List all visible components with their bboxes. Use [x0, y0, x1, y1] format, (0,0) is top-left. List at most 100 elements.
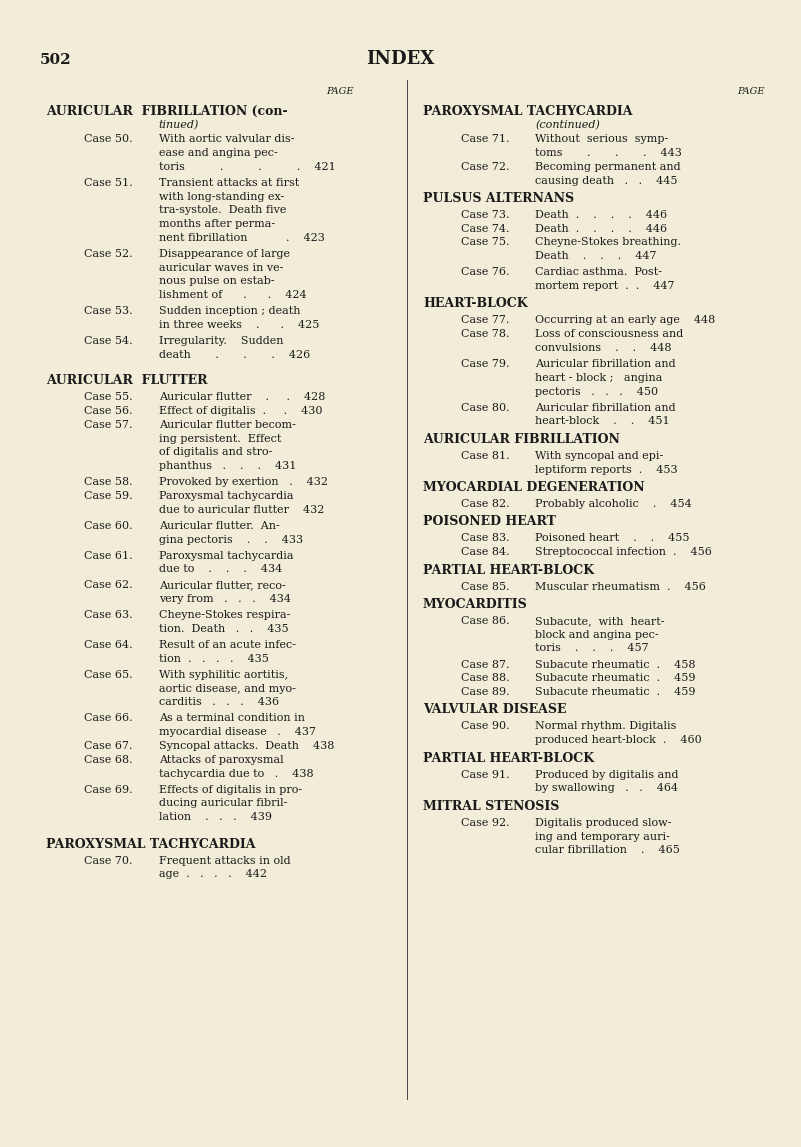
- Text: Streptococcal infection  .    456: Streptococcal infection . 456: [535, 547, 712, 557]
- Text: Case 51.: Case 51.: [84, 178, 133, 188]
- Text: Produced by digitalis and: Produced by digitalis and: [535, 770, 678, 780]
- Text: Irregularity.    Sudden: Irregularity. Sudden: [159, 336, 283, 346]
- Text: Digitalis produced slow-: Digitalis produced slow-: [535, 818, 671, 828]
- Text: Normal rhythm. Digitalis: Normal rhythm. Digitalis: [535, 721, 676, 732]
- Text: toris          .          .          .    421: toris . . . 421: [159, 162, 336, 172]
- Text: AURICULAR  FIBRILLATION (con-: AURICULAR FIBRILLATION (con-: [46, 104, 288, 118]
- Text: convulsions    .    .    448: convulsions . . 448: [535, 343, 671, 353]
- Text: PAGE: PAGE: [327, 87, 354, 96]
- Text: very from   .   .   .    434: very from . . . 434: [159, 594, 291, 604]
- Text: ing persistent.  Effect: ing persistent. Effect: [159, 434, 281, 444]
- Text: Case 69.: Case 69.: [84, 785, 133, 795]
- Text: Case 83.: Case 83.: [461, 533, 510, 544]
- Text: mortem report  .  .    447: mortem report . . 447: [535, 281, 674, 291]
- Text: Case 56.: Case 56.: [84, 406, 133, 416]
- Text: gina pectoris    .    .    433: gina pectoris . . 433: [159, 535, 303, 545]
- Text: Case 85.: Case 85.: [461, 582, 510, 592]
- Text: Case 71.: Case 71.: [461, 134, 510, 145]
- Text: PARTIAL HEART-BLOCK: PARTIAL HEART-BLOCK: [423, 751, 594, 765]
- Text: With aortic valvular dis-: With aortic valvular dis-: [159, 134, 294, 145]
- Text: toris    .    .    .    457: toris . . . 457: [535, 643, 649, 654]
- Text: PAGE: PAGE: [738, 87, 765, 96]
- Text: lation    .   .   .    439: lation . . . 439: [159, 812, 272, 822]
- Text: Case 52.: Case 52.: [84, 249, 133, 259]
- Text: produced heart-block  .    460: produced heart-block . 460: [535, 735, 702, 746]
- Text: Case 84.: Case 84.: [461, 547, 510, 557]
- Text: 502: 502: [40, 53, 71, 68]
- Text: block and angina pec-: block and angina pec-: [535, 630, 658, 640]
- Text: Case 59.: Case 59.: [84, 491, 133, 501]
- Text: Death  .    .    .    .    446: Death . . . . 446: [535, 224, 667, 234]
- Text: VALVULAR DISEASE: VALVULAR DISEASE: [423, 703, 566, 717]
- Text: Case 68.: Case 68.: [84, 755, 133, 765]
- Text: by swallowing   .   .    464: by swallowing . . 464: [535, 783, 678, 794]
- Text: Auricular flutter.  An-: Auricular flutter. An-: [159, 521, 280, 531]
- Text: Case 66.: Case 66.: [84, 713, 133, 724]
- Text: Case 57.: Case 57.: [84, 420, 133, 430]
- Text: tra-systole.  Death five: tra-systole. Death five: [159, 205, 286, 216]
- Text: With syncopal and epi-: With syncopal and epi-: [535, 451, 663, 461]
- Text: Probably alcoholic    .    454: Probably alcoholic . 454: [535, 499, 692, 509]
- Text: Disappearance of large: Disappearance of large: [159, 249, 290, 259]
- Text: with long-standing ex-: with long-standing ex-: [159, 192, 284, 202]
- Text: tinued): tinued): [159, 120, 199, 131]
- Text: Transient attacks at first: Transient attacks at first: [159, 178, 299, 188]
- Text: Cheyne-Stokes breathing.: Cheyne-Stokes breathing.: [535, 237, 681, 248]
- Text: due to    .    .    .    434: due to . . . 434: [159, 564, 282, 575]
- Text: Death    .    .    .    447: Death . . . 447: [535, 251, 657, 262]
- Text: Case 60.: Case 60.: [84, 521, 133, 531]
- Text: Loss of consciousness and: Loss of consciousness and: [535, 329, 683, 340]
- Text: Case 77.: Case 77.: [461, 315, 509, 326]
- Text: (continued): (continued): [535, 120, 600, 131]
- Text: due to auricular flutter    432: due to auricular flutter 432: [159, 505, 324, 515]
- Text: PAROXYSMAL TACHYCARDIA: PAROXYSMAL TACHYCARDIA: [46, 837, 256, 851]
- Text: months after perma-: months after perma-: [159, 219, 275, 229]
- Text: nent fibrillation           .    423: nent fibrillation . 423: [159, 233, 324, 243]
- Text: Case 80.: Case 80.: [461, 403, 510, 413]
- Text: myocardial disease   .    437: myocardial disease . 437: [159, 727, 316, 738]
- Text: Auricular flutter    .     .    428: Auricular flutter . . 428: [159, 392, 325, 403]
- Text: Case 50.: Case 50.: [84, 134, 133, 145]
- Text: MITRAL STENOSIS: MITRAL STENOSIS: [423, 799, 559, 813]
- Text: cular fibrillation    .    465: cular fibrillation . 465: [535, 845, 680, 856]
- Text: Poisoned heart    .    .    455: Poisoned heart . . 455: [535, 533, 690, 544]
- Text: carditis   .   .   .    436: carditis . . . 436: [159, 697, 279, 708]
- Text: PARTIAL HEART-BLOCK: PARTIAL HEART-BLOCK: [423, 563, 594, 577]
- Text: Case 54.: Case 54.: [84, 336, 133, 346]
- Text: age  .   .   .   .    442: age . . . . 442: [159, 869, 267, 880]
- Text: Case 92.: Case 92.: [461, 818, 510, 828]
- Text: Case 64.: Case 64.: [84, 640, 133, 650]
- Text: Occurring at an early age    448: Occurring at an early age 448: [535, 315, 715, 326]
- Text: heart - block ;   angina: heart - block ; angina: [535, 373, 662, 383]
- Text: Paroxysmal tachycardia: Paroxysmal tachycardia: [159, 491, 293, 501]
- Text: ducing auricular fibril-: ducing auricular fibril-: [159, 798, 287, 809]
- Text: tachycardia due to   .    438: tachycardia due to . 438: [159, 768, 313, 779]
- Text: AURICULAR FIBRILLATION: AURICULAR FIBRILLATION: [423, 432, 620, 446]
- Text: Case 91.: Case 91.: [461, 770, 510, 780]
- Text: PAROXYSMAL TACHYCARDIA: PAROXYSMAL TACHYCARDIA: [423, 104, 633, 118]
- Text: aortic disease, and myo-: aortic disease, and myo-: [159, 684, 296, 694]
- Text: MYOCARDITIS: MYOCARDITIS: [423, 598, 528, 611]
- Text: Case 62.: Case 62.: [84, 580, 133, 591]
- Text: Case 79.: Case 79.: [461, 359, 510, 369]
- Text: Case 72.: Case 72.: [461, 162, 510, 172]
- Text: Case 88.: Case 88.: [461, 673, 510, 684]
- Text: Case 75.: Case 75.: [461, 237, 510, 248]
- Text: auricular waves in ve-: auricular waves in ve-: [159, 263, 283, 273]
- Text: Case 76.: Case 76.: [461, 267, 510, 278]
- Text: Case 81.: Case 81.: [461, 451, 510, 461]
- Text: ing and temporary auri-: ing and temporary auri-: [535, 832, 670, 842]
- Text: PULSUS ALTERNANS: PULSUS ALTERNANS: [423, 192, 574, 205]
- Text: Case 65.: Case 65.: [84, 670, 133, 680]
- Text: Case 61.: Case 61.: [84, 551, 133, 561]
- Text: Case 82.: Case 82.: [461, 499, 510, 509]
- Text: INDEX: INDEX: [366, 50, 435, 68]
- Text: Case 87.: Case 87.: [461, 660, 510, 670]
- Text: Subacute rheumatic  .    458: Subacute rheumatic . 458: [535, 660, 695, 670]
- Text: of digitalis and stro-: of digitalis and stro-: [159, 447, 272, 458]
- Text: Case 53.: Case 53.: [84, 306, 133, 317]
- Text: AURICULAR  FLUTTER: AURICULAR FLUTTER: [46, 374, 207, 388]
- Text: ease and angina pec-: ease and angina pec-: [159, 148, 277, 158]
- Text: Case 86.: Case 86.: [461, 616, 510, 626]
- Text: MYOCARDIAL DEGENERATION: MYOCARDIAL DEGENERATION: [423, 481, 645, 494]
